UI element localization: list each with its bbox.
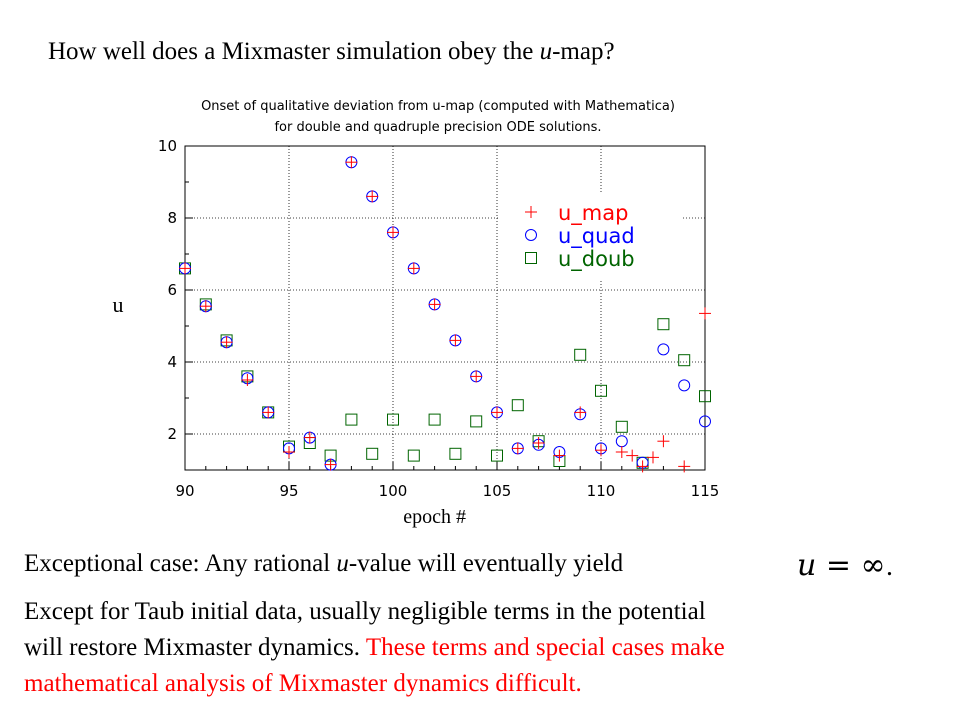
chart-title: Onset of qualitative deviation from u-ma… — [201, 99, 675, 114]
x-axis-label: epoch # — [403, 506, 466, 528]
emphasis-text: These terms and special cases make — [365, 634, 725, 661]
x-tick-label: 110 — [587, 482, 616, 500]
u-map-point — [532, 437, 545, 449]
u-doub-point — [449, 447, 462, 460]
legend-box — [500, 194, 682, 280]
u-doub-point — [470, 415, 483, 428]
y-tick-label: 10 — [158, 137, 177, 155]
slide-title: How well does a Mixmaster simulation obe… — [48, 38, 615, 65]
u-doub-point — [366, 447, 379, 460]
u-map-point — [470, 370, 483, 383]
paragraph-line-1: Except for Taub initial data, usually ne… — [24, 598, 706, 625]
legend-u-map-label: u_map — [558, 201, 628, 226]
u-map-point — [407, 262, 420, 275]
u-quad-point — [615, 435, 628, 448]
chart-subtitle: for double and quadruple precision ODE s… — [274, 120, 601, 135]
x-tick-label: 90 — [175, 482, 194, 500]
legend-u-doub-marker — [525, 252, 537, 264]
u-quad-point — [678, 379, 691, 392]
u-map-point — [511, 442, 524, 455]
u-map-point — [678, 460, 691, 473]
u-doub-point — [345, 413, 358, 426]
u-map-point — [636, 460, 649, 473]
u-doub-point — [387, 413, 399, 426]
u-doub-point — [407, 449, 420, 462]
u-map-point — [699, 307, 711, 320]
exceptional-case-text: Exceptional case: Any rational u-value w… — [24, 550, 624, 577]
u-map-point — [241, 374, 254, 386]
legend-u-quad-label: u_quad — [558, 224, 635, 249]
u-map-point — [553, 449, 566, 462]
y-tick-label: 6 — [167, 281, 177, 299]
u-doub-point — [491, 449, 503, 462]
u-doub-point — [511, 399, 524, 412]
x-tick-label: 105 — [483, 482, 512, 500]
legend-u-quad-marker — [525, 229, 537, 241]
u-map-point — [345, 156, 358, 169]
scatter-chart: Onset of qualitative deviation from u-ma… — [113, 99, 720, 528]
u-map-point — [574, 406, 587, 419]
u-quad-point — [699, 415, 711, 428]
u-map-point — [220, 336, 233, 349]
u-map-point — [366, 190, 379, 203]
y-axis-label: u — [113, 292, 124, 317]
u-map-point — [626, 449, 639, 462]
u-map-point — [387, 226, 399, 239]
y-tick-label: 8 — [167, 209, 177, 227]
u-map-point — [262, 406, 275, 419]
u-doub-point — [699, 390, 711, 403]
u-map-point — [595, 444, 607, 457]
u-doub-point — [678, 354, 691, 367]
u-map-point — [449, 334, 462, 347]
u-doub-point — [428, 413, 441, 426]
u-map-point — [491, 406, 503, 419]
legend-u-map-marker — [525, 206, 537, 218]
u-map-point — [179, 262, 191, 275]
u-map-point — [303, 431, 316, 444]
u-doub-point — [574, 348, 587, 361]
u-map-point — [199, 300, 212, 313]
legend-u-doub-label: u_doub — [558, 247, 635, 272]
y-tick-label: 2 — [167, 425, 177, 443]
u-map-point — [324, 458, 337, 471]
u-map-point — [428, 298, 441, 311]
u-map-point — [283, 446, 295, 458]
u-doub-point — [595, 384, 607, 397]
u-map-point — [647, 451, 659, 464]
x-tick-label: 100 — [379, 482, 408, 500]
u-map-point — [657, 435, 670, 448]
u-doub-point — [657, 318, 670, 331]
x-tick-label: 115 — [691, 482, 720, 500]
u-map-point — [615, 446, 628, 458]
paragraph-line-2: will restore Mixmaster dynamics. These t… — [24, 634, 725, 661]
x-tick-label: 95 — [279, 482, 298, 500]
paragraph-line-3: mathematical analysis of Mixmaster dynam… — [24, 670, 582, 697]
y-tick-label: 4 — [167, 353, 177, 371]
u-quad-point — [657, 343, 670, 356]
u-infinity-formula: u = ∞. — [797, 548, 894, 583]
u-doub-point — [615, 420, 628, 433]
